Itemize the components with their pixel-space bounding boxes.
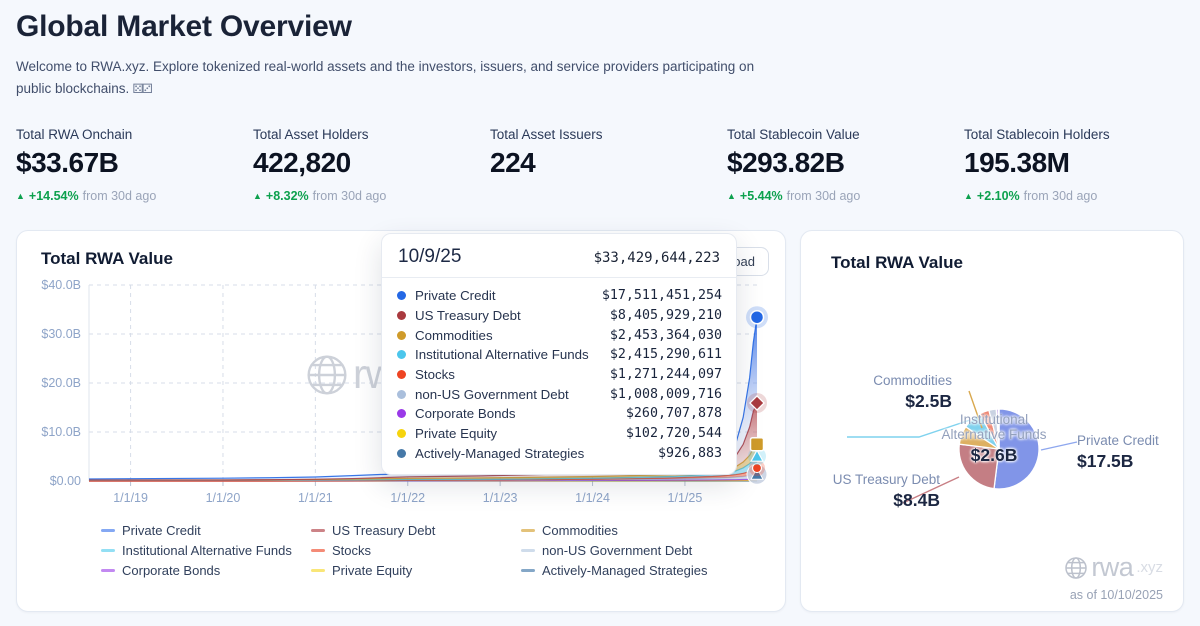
global-market-overview-page: Global Market Overview Welcome to RWA.xy…: [0, 0, 1200, 626]
up-triangle-icon: ▲: [253, 191, 262, 201]
series-color-dot: [397, 390, 406, 399]
svg-text:$20.0B: $20.0B: [41, 376, 81, 390]
legend-color-mark: [521, 569, 535, 572]
tooltip-row: non-US Government Debt$1,008,009,716: [397, 384, 722, 404]
up-triangle-icon: ▲: [727, 191, 736, 201]
tooltip-row: Private Equity$102,720,544: [397, 424, 722, 444]
stat-total-asset-issuers: Total Asset Issuers 224 ▲: [490, 127, 727, 203]
series-color-dot: [397, 311, 406, 320]
up-triangle-icon: ▲: [964, 191, 973, 201]
svg-text:$40.0B: $40.0B: [41, 278, 81, 292]
pie-label-institutional-alternative-funds: Institutional Alternative Funds $2.6B: [941, 413, 1047, 466]
stat-total-rwa-onchain: Total RWA Onchain $33.67B ▲+14.54%from 3…: [16, 127, 253, 203]
cards-row: Total RWA Value Download rwa $40.0B$30.0…: [16, 230, 1184, 612]
total-rwa-value-line-card: Total RWA Value Download rwa $40.0B$30.0…: [16, 230, 786, 612]
globe-icon: [1064, 556, 1088, 580]
legend-item[interactable]: Private Equity: [311, 563, 521, 578]
series-color-dot: [397, 449, 406, 458]
stat-total-stablecoin-holders: Total Stablecoin Holders 195.38M ▲+2.10%…: [964, 127, 1200, 203]
svg-text:1/1/22: 1/1/22: [390, 491, 425, 505]
legend-item[interactable]: Corporate Bonds: [101, 563, 311, 578]
tooltip-row: Corporate Bonds$260,707,878: [397, 404, 722, 424]
series-color-dot: [397, 409, 406, 418]
legend-color-mark: [101, 569, 115, 572]
tooltip-total-value: $33,429,644,223: [594, 250, 720, 266]
legend-color-mark: [521, 529, 535, 532]
svg-text:1/1/20: 1/1/20: [206, 491, 241, 505]
tooltip-row: Stocks$1,271,244,097: [397, 365, 722, 385]
tooltip-row: Institutional Alternative Funds$2,415,29…: [397, 345, 722, 365]
stat-total-stablecoin-value: Total Stablecoin Value $293.82B ▲+5.44%f…: [727, 127, 964, 203]
svg-text:1/1/25: 1/1/25: [668, 491, 703, 505]
svg-text:$0.00: $0.00: [50, 474, 81, 488]
stat-total-asset-holders: Total Asset Holders 422,820 ▲+8.32%from …: [253, 127, 490, 203]
tooltip-row: US Treasury Debt$8,405,929,210: [397, 306, 722, 326]
pie-label-commodities: Commodities $2.5B: [836, 374, 952, 412]
legend-item[interactable]: Private Credit: [101, 523, 311, 538]
chart-legend: Private CreditUS Treasury DebtCommoditie…: [101, 523, 707, 578]
series-color-dot: [397, 331, 406, 340]
legend-item[interactable]: Actively-Managed Strategies: [521, 563, 707, 578]
legend-color-mark: [311, 549, 325, 552]
legend-item[interactable]: Stocks: [311, 543, 521, 558]
pie-label-us-treasury-debt: US Treasury Debt $8.4B: [819, 473, 940, 511]
legend-item[interactable]: Institutional Alternative Funds: [101, 543, 311, 558]
legend-color-mark: [101, 529, 115, 532]
tooltip-row: Private Credit$17,511,451,254: [397, 286, 722, 306]
dice-icon: ⚄⚂: [132, 81, 151, 96]
legend-color-mark: [311, 529, 325, 532]
as-of-date: as of 10/10/2025: [1070, 588, 1163, 602]
pie-label-private-credit: Private Credit $17.5B: [1077, 434, 1159, 472]
svg-text:$10.0B: $10.0B: [41, 425, 81, 439]
legend-color-mark: [521, 549, 535, 552]
tooltip-row: Actively-Managed Strategies$926,883: [397, 444, 722, 464]
svg-text:1/1/19: 1/1/19: [113, 491, 148, 505]
stats-row: Total RWA Onchain $33.67B ▲+14.54%from 3…: [16, 127, 1200, 203]
svg-text:1/1/23: 1/1/23: [483, 491, 518, 505]
up-triangle-icon: ▲: [16, 191, 25, 201]
series-color-dot: [397, 370, 406, 379]
line-card-title: Total RWA Value: [41, 249, 173, 269]
tooltip-row: Commodities$2,453,364,030: [397, 325, 722, 345]
rwa-watermark: rwa.xyz: [1064, 552, 1163, 583]
page-title: Global Market Overview: [16, 10, 352, 44]
legend-item[interactable]: non-US Government Debt: [521, 543, 707, 558]
globe-icon: [305, 353, 349, 397]
legend-item[interactable]: US Treasury Debt: [311, 523, 521, 538]
page-subtitle: Welcome to RWA.xyz. Explore tokenized re…: [16, 56, 756, 99]
series-color-dot: [397, 429, 406, 438]
svg-text:$30.0B: $30.0B: [41, 327, 81, 341]
series-color-dot: [397, 291, 406, 300]
svg-text:1/1/24: 1/1/24: [575, 491, 610, 505]
legend-color-mark: [101, 549, 115, 552]
legend-color-mark: [311, 569, 325, 572]
svg-text:1/1/21: 1/1/21: [298, 491, 333, 505]
tooltip-date: 10/9/25: [398, 246, 461, 268]
legend-item[interactable]: Commodities: [521, 523, 707, 538]
total-rwa-value-pie-card: Total RWA Value Commodities $2.5B Instit…: [800, 230, 1184, 612]
series-color-dot: [397, 350, 406, 359]
chart-tooltip: 10/9/25 $33,429,644,223 Private Credit$1…: [381, 233, 737, 475]
